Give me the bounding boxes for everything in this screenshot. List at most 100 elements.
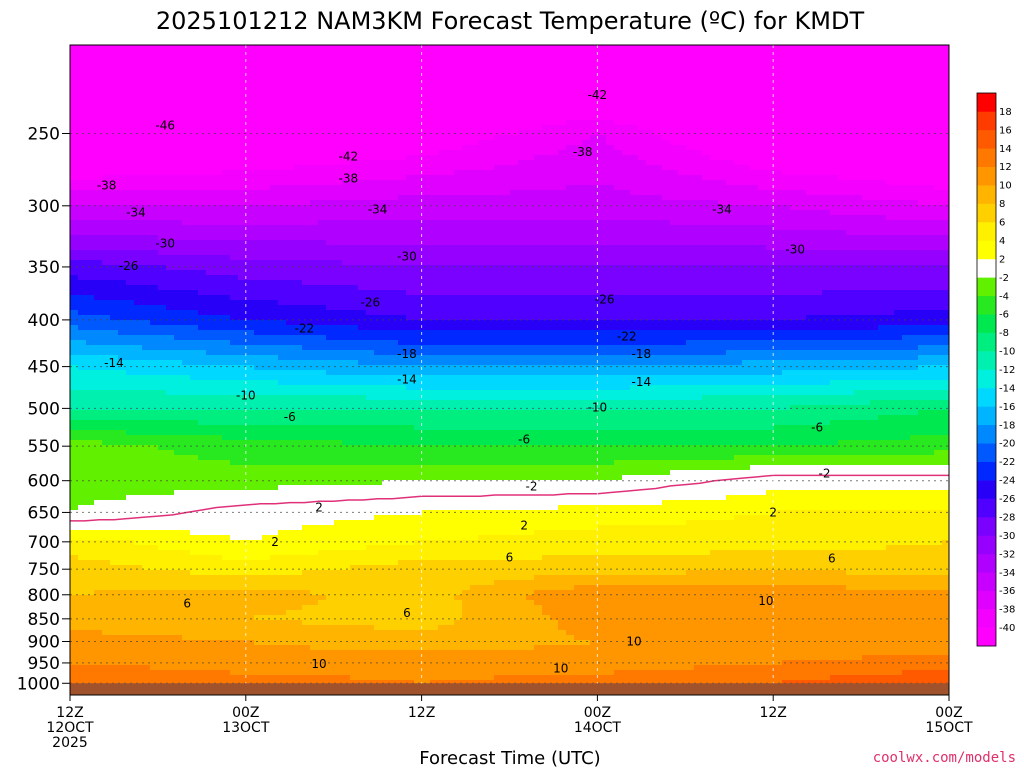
field-cell-3108 — [294, 185, 303, 191]
field-cell-1759 — [942, 120, 949, 126]
field-cell-4781 — [478, 260, 487, 266]
field-cell-578 — [294, 70, 303, 76]
field-cell-4154 — [742, 230, 751, 236]
field-cell-2414 — [902, 150, 911, 156]
field-cell-352 — [246, 60, 255, 66]
field-cell-1330 — [150, 105, 159, 111]
field-cell-2716 — [678, 165, 687, 171]
field-cell-877 — [926, 80, 935, 86]
field-cell-425 — [830, 60, 839, 66]
field-cell-4902 — [566, 265, 575, 271]
field-cell-878 — [934, 80, 943, 86]
field-cell-1063 — [654, 90, 663, 96]
field-cell-4197 — [206, 235, 215, 241]
field-cell-3907 — [526, 220, 535, 226]
field-cell-2972 — [86, 180, 95, 186]
field-cell-2557 — [286, 160, 295, 166]
field-cell-2000 — [230, 135, 239, 141]
field-cell-588 — [374, 70, 383, 76]
field-cell-2922 — [566, 175, 575, 181]
field-cell-416 — [758, 60, 767, 66]
field-cell-3785 — [430, 215, 439, 221]
field-cell-679 — [222, 75, 231, 81]
field-cell-487 — [446, 65, 455, 71]
field-cell-905 — [270, 85, 279, 91]
field-cell-750 — [790, 75, 799, 81]
field-cell-4506 — [918, 245, 927, 251]
field-cell-3279 — [782, 190, 791, 196]
field-cell-4264 — [742, 235, 751, 241]
field-cell-3625 — [910, 205, 919, 211]
field-cell-3632 — [86, 210, 95, 216]
field-cell-2097 — [126, 140, 135, 146]
field-cell-4758 — [294, 260, 303, 266]
field-cell-1503 — [654, 110, 663, 116]
field-cell-226 — [118, 55, 127, 61]
field-cell-4292 — [86, 240, 95, 246]
field-cell-556 — [118, 70, 127, 76]
field-cell-4219 — [382, 235, 391, 241]
field-cell-4978 — [294, 270, 303, 276]
field-cell-358 — [294, 60, 303, 66]
field-cell-2917 — [526, 175, 535, 181]
field-cell-3750 — [150, 215, 159, 221]
field-cell-3496 — [758, 200, 767, 206]
field-cell-539 — [862, 65, 871, 71]
field-cell-1735 — [750, 120, 759, 126]
field-cell-2036 — [518, 135, 527, 141]
field-cell-2936 — [678, 175, 687, 181]
field-cell-3962 — [86, 225, 95, 231]
field-cell-1555 — [190, 115, 199, 121]
field-cell-1339 — [222, 105, 231, 111]
field-cell-4898 — [534, 265, 543, 271]
field-cell-3967 — [126, 225, 135, 231]
field-cell-4185 — [110, 235, 119, 241]
field-cell-1929 — [542, 130, 551, 136]
field-cell-3470 — [550, 200, 559, 206]
field-cell-4868 — [294, 265, 303, 271]
field-cell-2046 — [598, 135, 607, 141]
field-cell-1592 — [486, 115, 495, 121]
field-cell-2980 — [150, 180, 159, 186]
field-cell-4637 — [206, 255, 215, 261]
field-cell-2120 — [310, 140, 319, 146]
field-cell-3016 — [438, 180, 447, 186]
field-cell-4137 — [606, 230, 615, 236]
field-cell-861 — [798, 80, 807, 86]
field-cell-3490 — [710, 200, 719, 206]
field-cell-4518 — [134, 250, 143, 256]
field-cell-193 — [734, 50, 743, 56]
field-cell-2328 — [214, 150, 223, 156]
field-cell-4845 — [110, 265, 119, 271]
field-cell-46 — [438, 45, 447, 51]
field-cell-1571 — [318, 115, 327, 121]
field-cell-684 — [262, 75, 271, 81]
field-cell-572 — [246, 70, 255, 76]
field-cell-4537 — [286, 250, 295, 256]
field-cell-1448 — [214, 110, 223, 116]
field-cell-2594 — [582, 160, 591, 166]
field-cell-2525 — [910, 155, 919, 161]
field-cell-2391 — [718, 150, 727, 156]
field-cell-3113 — [334, 185, 343, 191]
field-cell-4039 — [702, 225, 711, 231]
field-cell-3993 — [334, 225, 343, 231]
field-cell-3020 — [470, 180, 479, 186]
field-cell-648 — [854, 70, 863, 76]
field-cell-1091 — [878, 90, 887, 96]
field-cell-523 — [734, 65, 743, 71]
field-cell-611 — [558, 70, 567, 76]
field-cell-4987 — [366, 270, 375, 276]
field-cell-757 — [846, 75, 855, 81]
field-cell-3732 — [886, 210, 895, 216]
field-cell-4253 — [654, 235, 663, 241]
field-cell-1302 — [806, 100, 815, 106]
field-cell-451 — [158, 65, 167, 71]
field-cell-4430 — [310, 245, 319, 251]
field-cell-745 — [750, 75, 759, 81]
field-cell-952 — [646, 85, 655, 91]
field-cell-3184 — [902, 185, 911, 191]
field-cell-2367 — [526, 150, 535, 156]
field-cell-906 — [278, 85, 287, 91]
field-cell-4498 — [854, 245, 863, 251]
